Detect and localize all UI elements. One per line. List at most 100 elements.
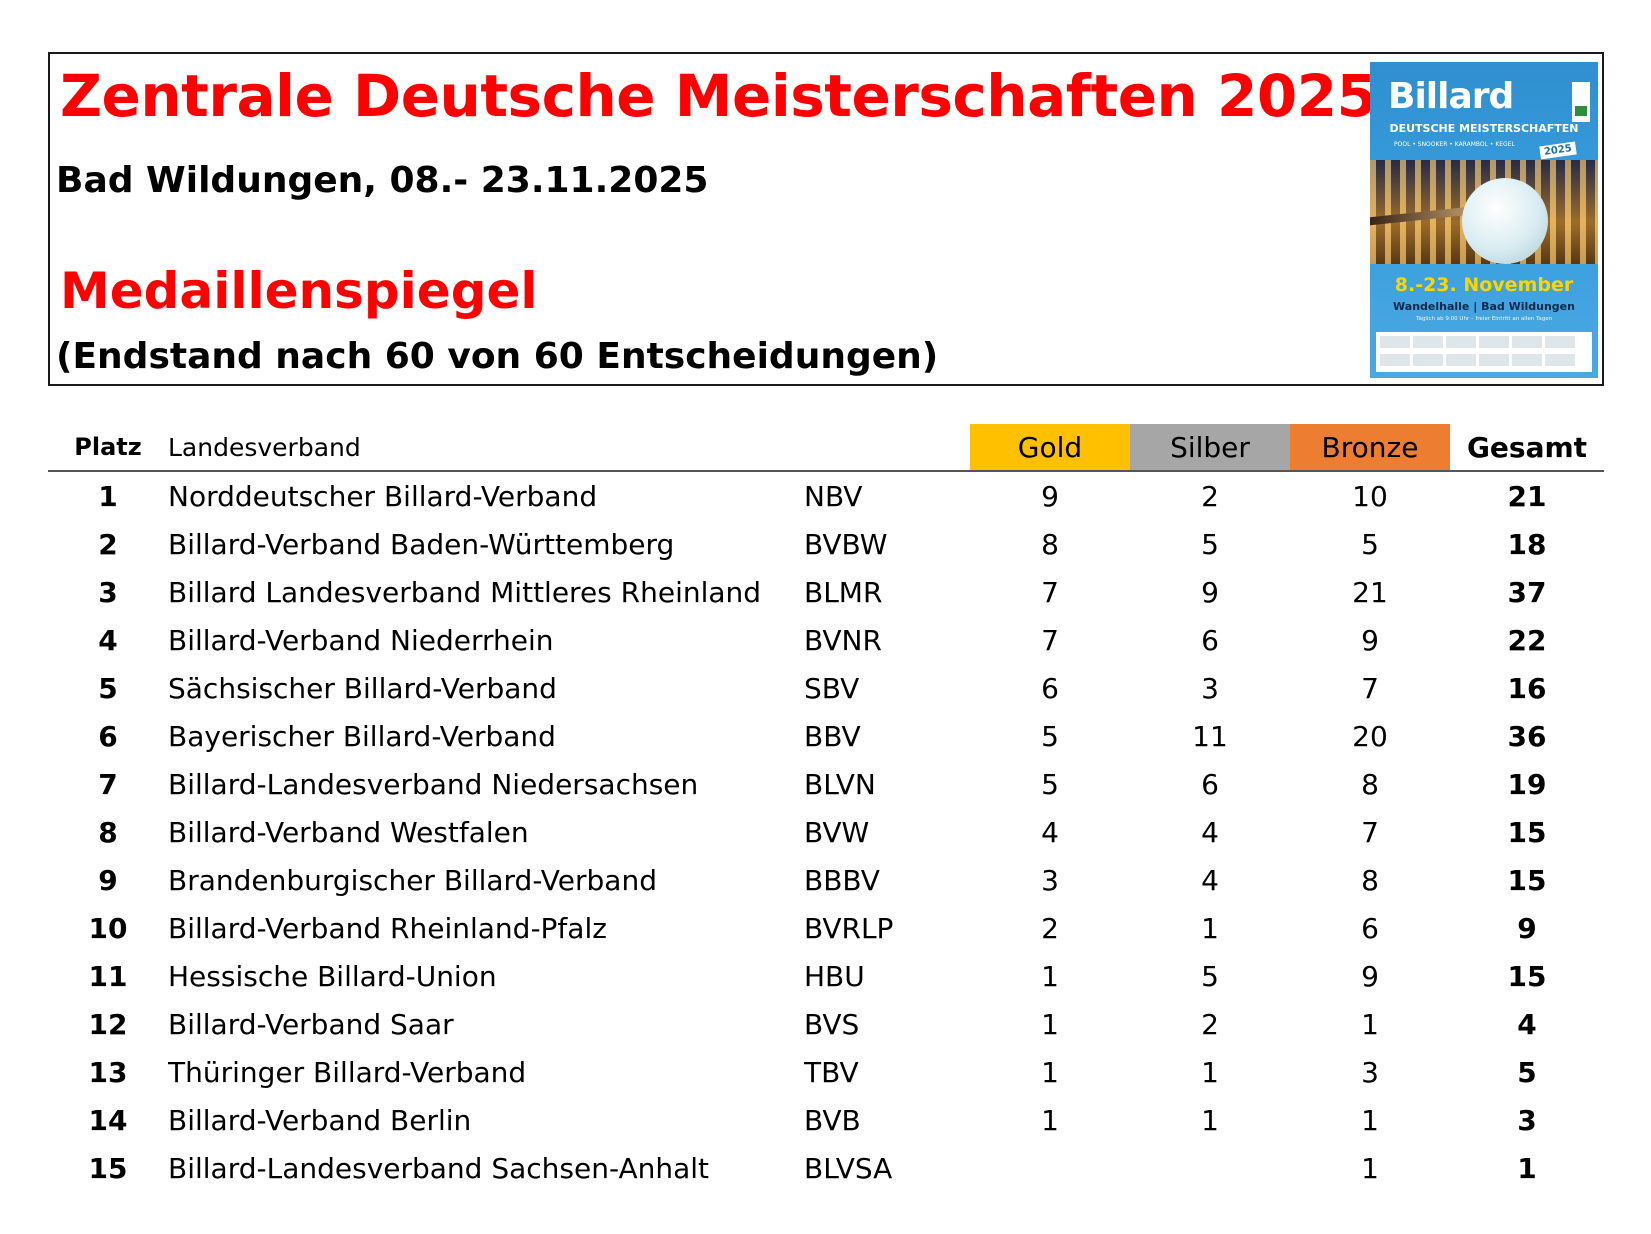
table-row: 7 Billard-Landesverband Niedersachsen BL…: [48, 760, 1604, 808]
total-count: 22: [1450, 616, 1604, 664]
bronze-count: 21: [1290, 568, 1450, 616]
rank-cell: 6: [48, 712, 168, 760]
federation-abbr: BLVSA: [804, 1144, 970, 1192]
federation-name: Billard-Verband Westfalen: [168, 808, 804, 856]
total-count: 16: [1450, 664, 1604, 712]
sponsor-logo-icon: [1545, 336, 1575, 348]
total-count: 4: [1450, 1000, 1604, 1048]
bronze-count: 1: [1290, 1096, 1450, 1144]
sponsor-logo-icon: [1479, 336, 1509, 348]
rank-cell: 7: [48, 760, 168, 808]
header-platz: Platz: [48, 424, 168, 471]
bronze-count: 7: [1290, 808, 1450, 856]
table-row: 1 Norddeutscher Billard-Verband NBV 9 2 …: [48, 471, 1604, 520]
sponsor-logo-icon: [1413, 354, 1443, 366]
event-poster: Billard DEUTSCHE MEISTERSCHAFTEN POOL • …: [1370, 62, 1598, 378]
sponsor-logo-icon: [1446, 354, 1476, 366]
silver-count: 6: [1130, 616, 1290, 664]
bronze-count: 1: [1290, 1144, 1450, 1192]
gold-count: 2: [970, 904, 1130, 952]
federation-abbr: BVNR: [804, 616, 970, 664]
gold-count: 1: [970, 1000, 1130, 1048]
gold-count: [970, 1144, 1130, 1192]
federation-name: Billard-Verband Niederrhein: [168, 616, 804, 664]
silver-count: 9: [1130, 568, 1290, 616]
rank-cell: 1: [48, 471, 168, 520]
federation-name: Billard-Landesverband Niedersachsen: [168, 760, 804, 808]
federation-abbr: NBV: [804, 471, 970, 520]
federation-abbr: SBV: [804, 664, 970, 712]
bronze-count: 6: [1290, 904, 1450, 952]
table-row: 6 Bayerischer Billard-Verband BBV 5 11 2…: [48, 712, 1604, 760]
federation-abbr: BVRLP: [804, 904, 970, 952]
federation-abbr: BBBV: [804, 856, 970, 904]
billiard-ball-icon: [1462, 178, 1548, 264]
table-row: 12 Billard-Verband Saar BVS 1 2 1 4: [48, 1000, 1604, 1048]
federation-abbr: HBU: [804, 952, 970, 1000]
silver-count: 5: [1130, 520, 1290, 568]
federation-abbr: BLVN: [804, 760, 970, 808]
sponsor-logo-icon: [1512, 336, 1542, 348]
header-gold: Gold: [970, 424, 1130, 471]
header-landesverband: Landesverband: [168, 424, 804, 471]
bronze-count: 5: [1290, 520, 1450, 568]
table-row: 8 Billard-Verband Westfalen BVW 4 4 7 15: [48, 808, 1604, 856]
rank-cell: 5: [48, 664, 168, 712]
rank-cell: 10: [48, 904, 168, 952]
gold-count: 7: [970, 568, 1130, 616]
gold-count: 4: [970, 808, 1130, 856]
rank-cell: 3: [48, 568, 168, 616]
gold-count: 1: [970, 1096, 1130, 1144]
bronze-count: 10: [1290, 471, 1450, 520]
poster-date: 8.-23. November: [1370, 274, 1598, 296]
total-count: 3: [1450, 1096, 1604, 1144]
table-header-row: Platz Landesverband Gold Silber Bronze G…: [48, 424, 1604, 471]
header-bronze: Bronze: [1290, 424, 1450, 471]
medal-table: Platz Landesverband Gold Silber Bronze G…: [48, 424, 1604, 1192]
silver-count: 1: [1130, 1048, 1290, 1096]
federation-abbr: BVS: [804, 1000, 970, 1048]
table-row: 15 Billard-Landesverband Sachsen-Anhalt …: [48, 1144, 1604, 1192]
table-row: 9 Brandenburgischer Billard-Verband BBBV…: [48, 856, 1604, 904]
sponsor-logo-icon: [1446, 336, 1476, 348]
silver-count: 1: [1130, 904, 1290, 952]
table-row: 14 Billard-Verband Berlin BVB 1 1 1 3: [48, 1096, 1604, 1144]
section-title: Medaillenspiegel: [60, 262, 538, 320]
total-count: 5: [1450, 1048, 1604, 1096]
dbu-logo-icon: [1572, 82, 1590, 122]
federation-name: Norddeutscher Billard-Verband: [168, 471, 804, 520]
gold-count: 8: [970, 520, 1130, 568]
total-count: 36: [1450, 712, 1604, 760]
total-count: 15: [1450, 952, 1604, 1000]
poster-venue: Wandelhalle | Bad Wildungen: [1370, 300, 1598, 313]
bronze-count: 20: [1290, 712, 1450, 760]
bronze-count: 9: [1290, 952, 1450, 1000]
sponsor-logo-icon: [1380, 336, 1410, 348]
rank-cell: 4: [48, 616, 168, 664]
bronze-count: 1: [1290, 1000, 1450, 1048]
silver-count: 2: [1130, 471, 1290, 520]
silver-count: 5: [1130, 952, 1290, 1000]
rank-cell: 13: [48, 1048, 168, 1096]
federation-name: Billard-Verband Rheinland-Pfalz: [168, 904, 804, 952]
bronze-count: 7: [1290, 664, 1450, 712]
status-text: (Endstand nach 60 von 60 Entscheidungen): [56, 336, 938, 377]
silver-count: 6: [1130, 760, 1290, 808]
federation-name: Billard-Verband Baden-Württemberg: [168, 520, 804, 568]
gold-count: 6: [970, 664, 1130, 712]
gold-count: 5: [970, 712, 1130, 760]
total-count: 19: [1450, 760, 1604, 808]
poster-subtitle: DEUTSCHE MEISTERSCHAFTEN: [1370, 122, 1598, 135]
federation-abbr: TBV: [804, 1048, 970, 1096]
federation-name: Brandenburgischer Billard-Verband: [168, 856, 804, 904]
rank-cell: 11: [48, 952, 168, 1000]
federation-name: Thüringer Billard-Verband: [168, 1048, 804, 1096]
poster-disciplines: POOL • SNOOKER • KARAMBOL • KEGEL: [1394, 141, 1515, 148]
gold-count: 9: [970, 471, 1130, 520]
gold-count: 1: [970, 952, 1130, 1000]
header-box: Zentrale Deutsche Meisterschaften 2025 B…: [48, 52, 1604, 386]
bronze-count: 8: [1290, 760, 1450, 808]
gold-count: 7: [970, 616, 1130, 664]
page-title: Zentrale Deutsche Meisterschaften 2025: [60, 62, 1376, 130]
table-row: 2 Billard-Verband Baden-Württemberg BVBW…: [48, 520, 1604, 568]
